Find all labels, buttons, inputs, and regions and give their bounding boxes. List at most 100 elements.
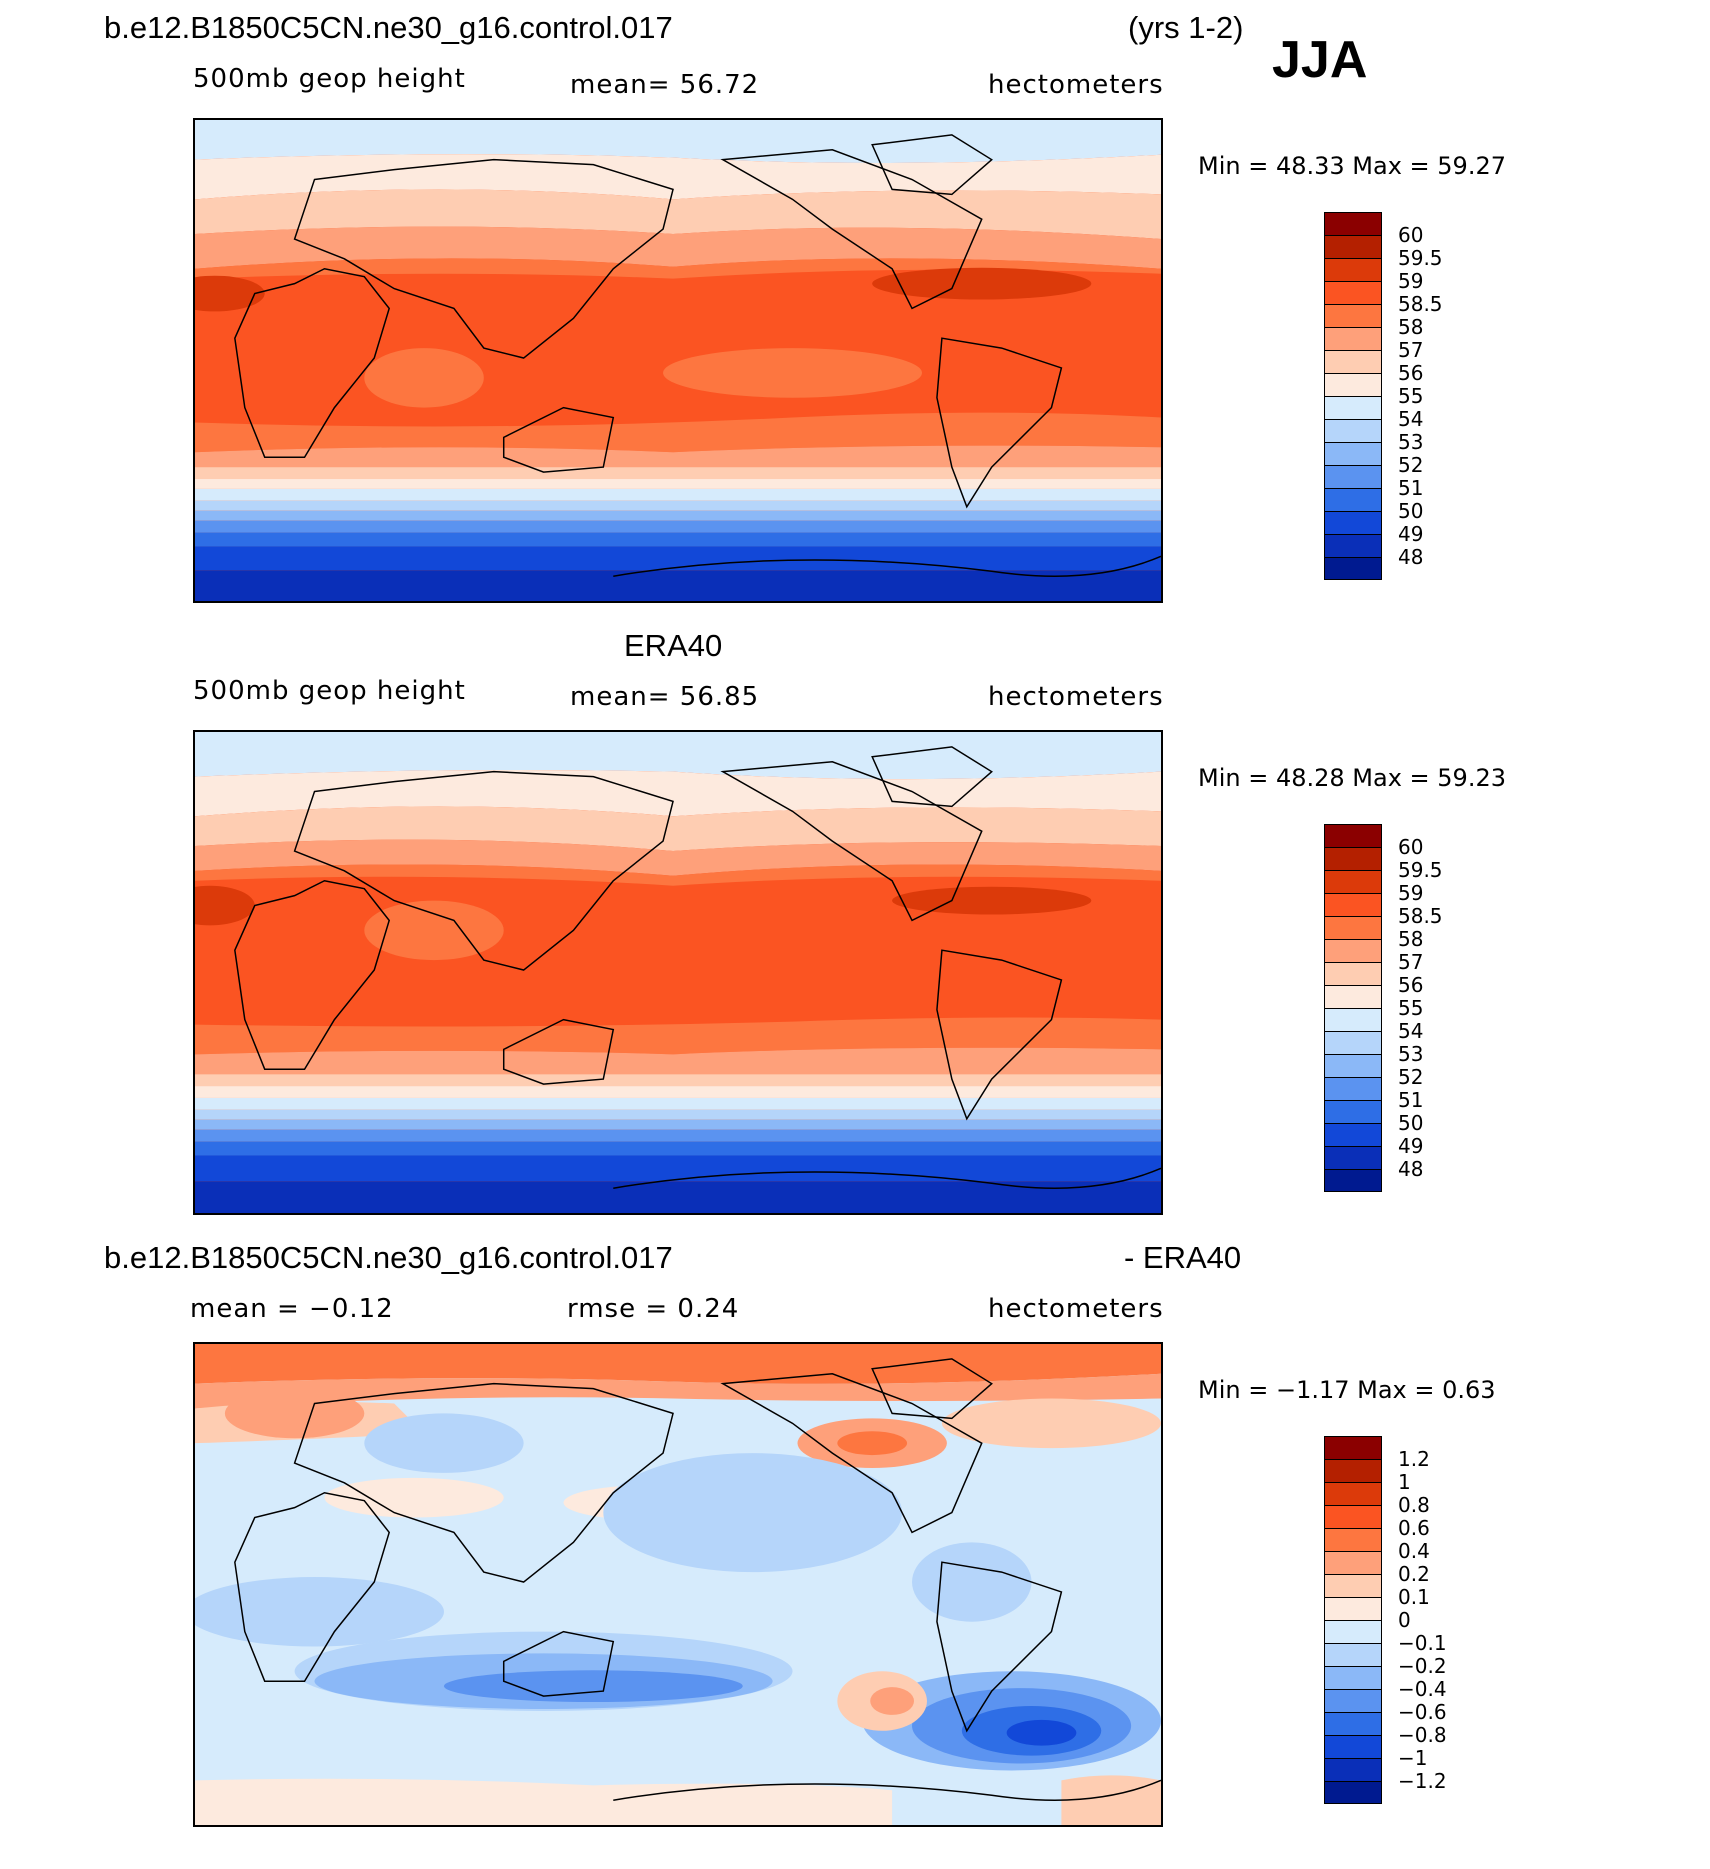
- colorbar-swatch: [1324, 824, 1382, 847]
- colorbar-tick-label: 52: [1398, 453, 1424, 477]
- panel2-variable: 500mb geop height: [193, 676, 466, 706]
- panel1-mean: mean= 56.72: [570, 70, 760, 100]
- colorbar-tick-label: 0.1: [1398, 1585, 1430, 1609]
- colorbar-tick-label: 55: [1398, 996, 1424, 1020]
- colorbar-tick-label: 0.6: [1398, 1516, 1430, 1540]
- colorbar-swatch: [1324, 373, 1382, 396]
- colorbar-tick-label: −0.6: [1398, 1700, 1447, 1724]
- colorbar-tick-label: 59: [1398, 881, 1424, 905]
- colorbar-swatch: [1324, 350, 1382, 373]
- colorbar-swatch: [1324, 488, 1382, 511]
- panel3-title-right: - ERA40: [1124, 1240, 1242, 1275]
- colorbar-tick-label: 54: [1398, 1019, 1424, 1043]
- colorbar-tick-label: −0.4: [1398, 1677, 1447, 1701]
- colorbar-swatch: [1324, 1505, 1382, 1528]
- colorbar-tick-label: 60: [1398, 223, 1424, 247]
- colorbar-tick-label: 57: [1398, 950, 1424, 974]
- colorbar-swatch: [1324, 304, 1382, 327]
- colorbar-swatch: [1324, 1459, 1382, 1482]
- season-label: JJA: [1272, 31, 1368, 89]
- colorbar-tick-label: 57: [1398, 338, 1424, 362]
- colorbar-tick-label: 50: [1398, 499, 1424, 523]
- colorbar-swatch: [1324, 1436, 1382, 1459]
- colorbar-swatch: [1324, 1781, 1382, 1804]
- colorbar-swatch: [1324, 939, 1382, 962]
- panel1-colorbar: [1324, 212, 1384, 580]
- colorbar-swatch: [1324, 1551, 1382, 1574]
- colorbar-swatch: [1324, 1100, 1382, 1123]
- colorbar-tick-label: 54: [1398, 407, 1424, 431]
- colorbar-tick-label: 0.8: [1398, 1493, 1430, 1517]
- panel3-units: hectometers: [988, 1294, 1164, 1324]
- colorbar-tick-label: 56: [1398, 973, 1424, 997]
- colorbar-tick-label: 0.2: [1398, 1562, 1430, 1586]
- colorbar-swatch: [1324, 419, 1382, 442]
- colorbar-tick-label: 48: [1398, 545, 1424, 569]
- panel1-minmax: Min = 48.33 Max = 59.27: [1198, 152, 1506, 180]
- colorbar-swatch: [1324, 1008, 1382, 1031]
- panel3-rmse: rmse = 0.24: [567, 1294, 740, 1324]
- panel2-contour-map: [195, 732, 1161, 1213]
- colorbar-tick-label: 56: [1398, 361, 1424, 385]
- colorbar-swatch: [1324, 916, 1382, 939]
- colorbar-tick-label: −0.1: [1398, 1631, 1447, 1655]
- colorbar-swatch: [1324, 1169, 1382, 1192]
- colorbar-tick-label: 58.5: [1398, 904, 1443, 928]
- colorbar-tick-label: 0: [1398, 1608, 1411, 1632]
- colorbar-swatch: [1324, 847, 1382, 870]
- colorbar-swatch: [1324, 962, 1382, 985]
- panel2-colorbar: [1324, 824, 1384, 1192]
- colorbar-swatch: [1324, 327, 1382, 350]
- panel3-minmax: Min = −1.17 Max = 0.63: [1198, 1376, 1496, 1404]
- panel2-title: ERA40: [624, 628, 723, 663]
- panel2-mean: mean= 56.85: [570, 682, 760, 712]
- colorbar-tick-label: 48: [1398, 1157, 1424, 1181]
- colorbar-swatch: [1324, 1528, 1382, 1551]
- colorbar-tick-label: 58: [1398, 927, 1424, 951]
- colorbar-swatch: [1324, 534, 1382, 557]
- colorbar-swatch: [1324, 511, 1382, 534]
- colorbar-tick-label: 53: [1398, 1042, 1424, 1066]
- colorbar-swatch: [1324, 1689, 1382, 1712]
- case-title: b.e12.B1850C5CN.ne30_g16.control.017: [104, 10, 673, 45]
- colorbar-tick-label: 1.2: [1398, 1447, 1430, 1471]
- colorbar-tick-label: 55: [1398, 384, 1424, 408]
- colorbar-swatch: [1324, 1597, 1382, 1620]
- panel1-map: [193, 118, 1163, 603]
- colorbar-tick-label: 49: [1398, 1134, 1424, 1158]
- colorbar-tick-label: 1: [1398, 1470, 1411, 1494]
- colorbar-tick-label: −1.2: [1398, 1769, 1447, 1793]
- colorbar-swatch: [1324, 1712, 1382, 1735]
- colorbar-swatch: [1324, 1054, 1382, 1077]
- years-label: (yrs 1-2): [1128, 10, 1244, 45]
- panel3-title-left: b.e12.B1850C5CN.ne30_g16.control.017: [104, 1240, 673, 1275]
- colorbar-swatch: [1324, 985, 1382, 1008]
- colorbar-swatch: [1324, 1643, 1382, 1666]
- colorbar-tick-label: −1: [1398, 1746, 1428, 1770]
- panel1-variable: 500mb geop height: [193, 64, 466, 94]
- colorbar-swatch: [1324, 893, 1382, 916]
- panel2-map: [193, 730, 1163, 1215]
- colorbar-swatch: [1324, 1666, 1382, 1689]
- colorbar-tick-label: 51: [1398, 1088, 1424, 1112]
- panel2-minmax: Min = 48.28 Max = 59.23: [1198, 764, 1506, 792]
- colorbar-tick-label: 49: [1398, 522, 1424, 546]
- colorbar-tick-label: 50: [1398, 1111, 1424, 1135]
- colorbar-swatch: [1324, 1146, 1382, 1169]
- panel3-colorbar: [1324, 1436, 1384, 1804]
- colorbar-tick-label: −0.8: [1398, 1723, 1447, 1747]
- panel3-map: [193, 1342, 1163, 1827]
- colorbar-swatch: [1324, 281, 1382, 304]
- colorbar-swatch: [1324, 1482, 1382, 1505]
- colorbar-tick-label: 51: [1398, 476, 1424, 500]
- colorbar-tick-label: 59: [1398, 269, 1424, 293]
- colorbar-tick-label: 53: [1398, 430, 1424, 454]
- colorbar-tick-label: 58: [1398, 315, 1424, 339]
- colorbar-swatch: [1324, 212, 1382, 235]
- colorbar-swatch: [1324, 870, 1382, 893]
- colorbar-tick-label: 58.5: [1398, 292, 1443, 316]
- colorbar-tick-label: 59.5: [1398, 858, 1443, 882]
- colorbar-swatch: [1324, 1758, 1382, 1781]
- colorbar-swatch: [1324, 258, 1382, 281]
- colorbar-swatch: [1324, 1574, 1382, 1597]
